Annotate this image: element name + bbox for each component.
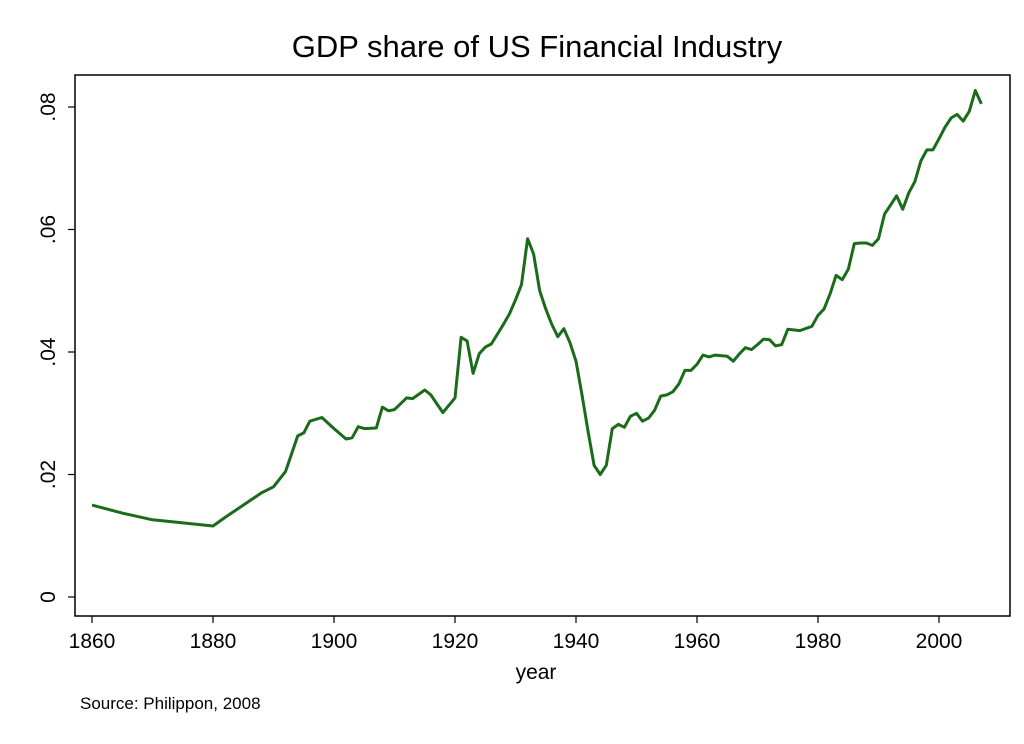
x-tick-label: 1880 [190, 630, 237, 653]
y-axis: 0 .02 .04 .06 .08 [37, 92, 75, 603]
x-tick-label: 1940 [553, 630, 600, 653]
x-tick-label: 1980 [795, 630, 842, 653]
x-tick-label: 1860 [69, 630, 116, 653]
y-tick-label: .02 [37, 460, 60, 489]
y-tick-label: .08 [37, 92, 60, 121]
chart-title: GDP share of US Financial Industry [292, 29, 783, 64]
plot-frame [74, 74, 1011, 617]
y-tick-label: 0 [37, 591, 60, 603]
y-tick-label: .06 [37, 215, 60, 244]
source-note: Source: Philippon, 2008 [80, 694, 261, 713]
x-tick-label: 1900 [311, 630, 358, 653]
series-line [91, 89, 983, 528]
y-tick-label: .04 [37, 337, 60, 367]
x-axis: 1860 1880 1900 1920 1940 1960 1980 2000 [69, 616, 963, 653]
x-tick-label: 2000 [916, 630, 963, 653]
x-tick-label: 1920 [432, 630, 479, 653]
x-tick-label: 1960 [674, 630, 721, 653]
x-axis-label: year [516, 661, 557, 684]
